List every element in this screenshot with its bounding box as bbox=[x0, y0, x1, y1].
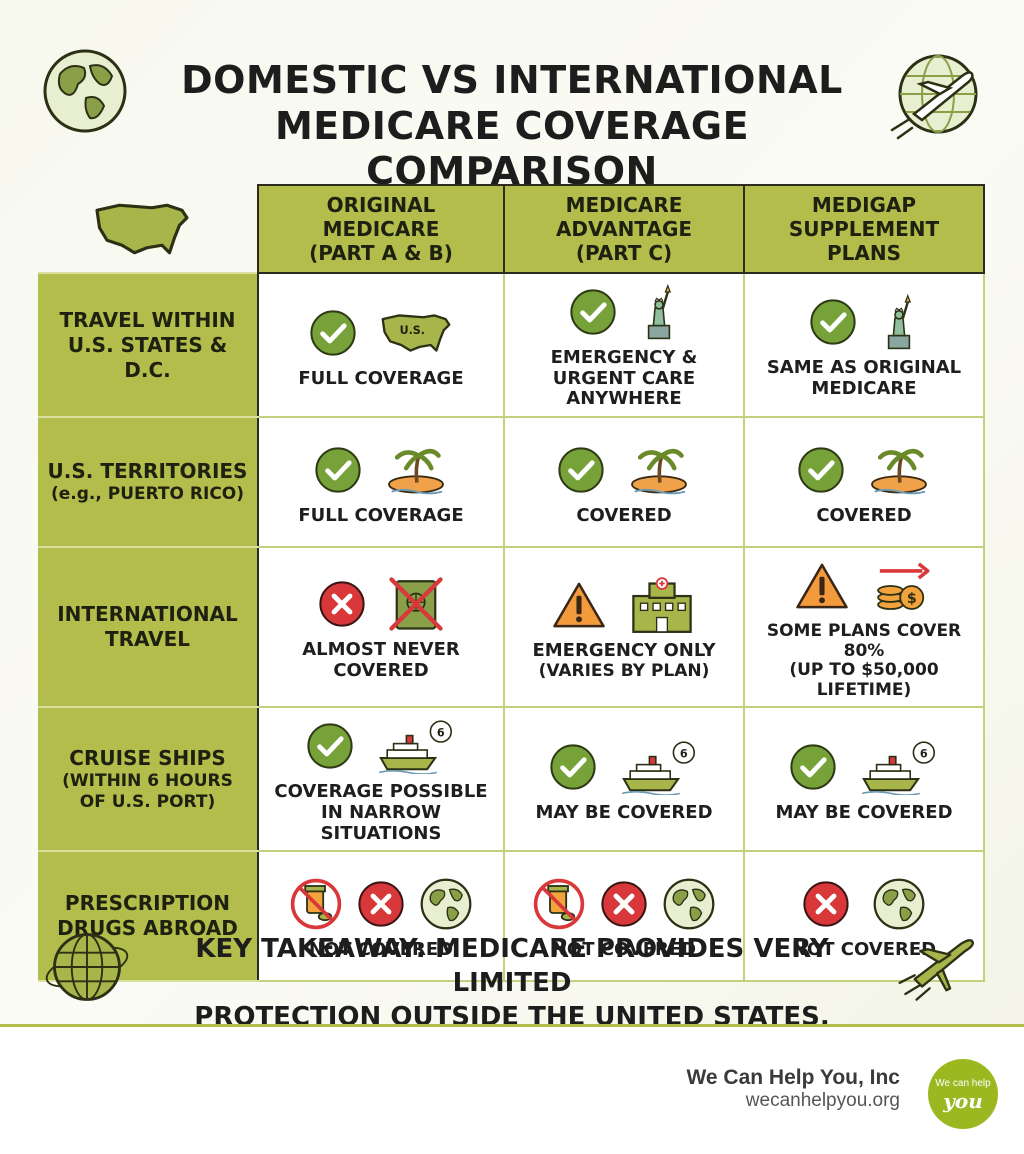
table-cell: NOT COVERED bbox=[503, 850, 745, 983]
warning-icon bbox=[795, 561, 849, 611]
table-row: CRUISE SHIPS (WITHIN 6 HOURS OF U.S. POR… bbox=[38, 706, 985, 853]
row-label-us-territories: U.S. TERRITORIES (e.g., PUERTO RICO) bbox=[38, 416, 259, 549]
cross-icon bbox=[600, 880, 648, 928]
check-icon bbox=[309, 309, 357, 357]
row-label-travel-within-us: TRAVEL WITHIN U.S. STATES & D.C. bbox=[38, 271, 259, 419]
clock-label: 6 bbox=[437, 727, 445, 740]
check-icon bbox=[549, 743, 597, 791]
no-pills-icon bbox=[289, 877, 343, 931]
crossed-passport-icon bbox=[388, 576, 444, 632]
island-icon bbox=[627, 443, 691, 497]
row-label-cruise-ships: CRUISE SHIPS (WITHIN 6 HOURS OF U.S. POR… bbox=[38, 706, 259, 853]
brand-url[interactable]: wecanhelpyou.org bbox=[745, 1090, 900, 1111]
clock-label: 6 bbox=[680, 747, 688, 760]
table-cell: 6 MAY BE COVERED bbox=[503, 706, 745, 853]
title-line-2: MEDICARE COVERAGE COMPARISON bbox=[274, 103, 750, 194]
island-icon bbox=[867, 443, 931, 497]
table-row: U.S. TERRITORIES (e.g., PUERTO RICO) FUL… bbox=[38, 416, 985, 549]
check-icon bbox=[789, 743, 837, 791]
us-map-corner bbox=[38, 185, 258, 273]
globe-icon bbox=[43, 49, 127, 133]
globe-icon bbox=[419, 877, 473, 931]
table-cell: U.S. FULL COVERAGE bbox=[257, 271, 505, 419]
brand-name: We Can Help You, Inc bbox=[686, 1066, 900, 1089]
globe-plane-icon bbox=[890, 54, 978, 140]
page-title: DOMESTIC VS INTERNATIONAL MEDICARE COVER… bbox=[130, 58, 894, 195]
table-cell: NOT COVERED bbox=[257, 850, 505, 983]
table-cell: EMERGENCY & URGENT CARE ANYWHERE bbox=[503, 271, 745, 419]
cross-icon bbox=[318, 580, 366, 628]
footer bbox=[0, 1027, 1024, 1154]
column-header-original-medicare: ORIGINAL MEDICARE (PART A & B) bbox=[257, 184, 505, 274]
table-cell: 6 COVERAGE POSSIBLE IN NARROW SITUATIONS bbox=[257, 706, 505, 853]
comparison-table: ORIGINAL MEDICARE (PART A & B) MEDICARE … bbox=[38, 184, 985, 983]
coins-arrow-icon bbox=[871, 558, 933, 614]
cruise-ship-icon: 6 bbox=[378, 720, 453, 775]
brand-logo: We can help you bbox=[928, 1059, 998, 1129]
column-header-medicare-advantage: MEDICARE ADVANTAGE (PART C) bbox=[503, 184, 745, 274]
globe-orbit-icon bbox=[44, 924, 130, 1010]
table-cell: FULL COVERAGE bbox=[257, 416, 505, 549]
table-cell: EMERGENCY ONLY (VARIES BY PLAN) bbox=[503, 546, 745, 709]
globe-icon bbox=[662, 877, 716, 931]
footer-divider bbox=[0, 1024, 1024, 1027]
table-row: INTERNATIONAL TRAVEL ALMOST NEVER COVERE… bbox=[38, 546, 985, 709]
statue-of-liberty-icon bbox=[879, 293, 919, 351]
airplane-icon bbox=[896, 928, 980, 1004]
check-icon bbox=[306, 722, 354, 770]
cruise-ship-icon: 6 bbox=[621, 741, 696, 795]
globe-icon bbox=[872, 877, 926, 931]
check-icon bbox=[314, 446, 362, 494]
cross-icon bbox=[357, 880, 405, 928]
table-cell: COVERED bbox=[743, 416, 985, 549]
cross-icon bbox=[802, 880, 850, 928]
table-cell: SOME PLANS COVER 80% (UP TO $50,000 LIFE… bbox=[743, 546, 985, 709]
table-row: TRAVEL WITHIN U.S. STATES & D.C. U.S. FU… bbox=[38, 271, 985, 419]
table-cell: NOT COVERED bbox=[743, 850, 985, 983]
us-map-icon bbox=[92, 194, 192, 264]
island-icon bbox=[384, 443, 448, 497]
table-cell: 6 MAY BE COVERED bbox=[743, 706, 985, 853]
check-icon bbox=[809, 298, 857, 346]
hospital-icon bbox=[628, 576, 696, 634]
warning-icon bbox=[552, 580, 606, 630]
column-header-medigap: MEDIGAP SUPPLEMENT PLANS bbox=[743, 184, 985, 274]
statue-of-liberty-icon bbox=[639, 283, 679, 341]
cruise-ship-icon: 6 bbox=[861, 741, 936, 795]
title-line-1: DOMESTIC VS INTERNATIONAL bbox=[181, 58, 843, 102]
table-cell: SAME AS ORIGINAL MEDICARE bbox=[743, 271, 985, 419]
no-pills-icon bbox=[532, 877, 586, 931]
us-map-icon: U.S. bbox=[379, 309, 453, 357]
row-label-international-travel: INTERNATIONAL TRAVEL bbox=[38, 546, 259, 709]
check-icon bbox=[569, 288, 617, 336]
check-icon bbox=[557, 446, 605, 494]
check-icon bbox=[797, 446, 845, 494]
table-cell: ALMOST NEVER COVERED bbox=[257, 546, 505, 709]
clock-label: 6 bbox=[920, 747, 928, 760]
table-cell: COVERED bbox=[503, 416, 745, 549]
key-takeaway: KEY TAKEAWAY: MEDICARE PROVIDES VERY LIM… bbox=[194, 934, 830, 1032]
map-label: U.S. bbox=[400, 324, 425, 337]
